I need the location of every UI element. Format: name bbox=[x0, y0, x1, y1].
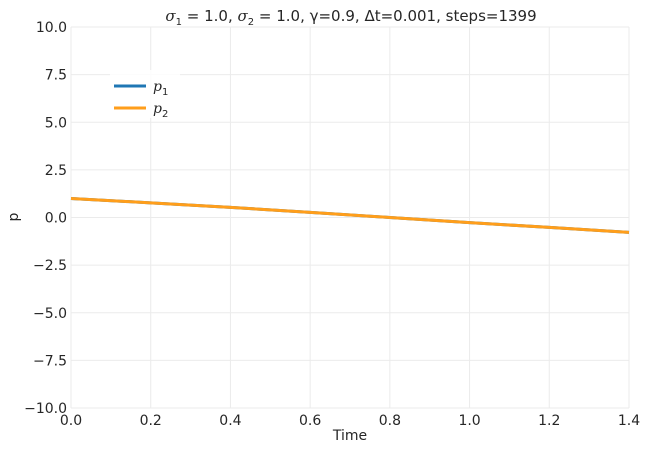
y-tick-label: −5.0 bbox=[33, 306, 67, 322]
legend: p1 p2 bbox=[110, 70, 180, 120]
y-tick-label: −10.0 bbox=[24, 401, 67, 417]
y-tick-label: 7.5 bbox=[45, 68, 67, 84]
y-tick-label: −7.5 bbox=[33, 353, 67, 369]
series-lines bbox=[70, 196, 630, 234]
x-tick-labels: 0.0 0.2 0.4 0.6 0.8 1.0 1.2 1.4 bbox=[60, 413, 640, 429]
x-tick-label: 0.0 bbox=[60, 413, 82, 429]
x-tick-label: 0.8 bbox=[379, 413, 401, 429]
grid bbox=[70, 26, 630, 409]
y-axis-label: p bbox=[6, 212, 22, 221]
y-tick-label: 0.0 bbox=[45, 211, 67, 227]
legend-box bbox=[110, 70, 180, 118]
y-tick-label: −2.5 bbox=[33, 258, 67, 274]
y-tick-label: 5.0 bbox=[45, 115, 67, 131]
x-axis-label: Time bbox=[332, 428, 367, 444]
x-tick-label: 0.4 bbox=[219, 413, 241, 429]
x-tick-label: 0.6 bbox=[299, 413, 321, 429]
chart-title: σ1 = 1.0, σ2 = 1.0, γ=0.9, Δt=0.001, ste… bbox=[165, 7, 536, 28]
x-tick-label: 1.2 bbox=[538, 413, 560, 429]
x-tick-label: 1.4 bbox=[618, 413, 640, 429]
y-tick-label: 2.5 bbox=[45, 163, 67, 179]
x-tick-label: 0.2 bbox=[140, 413, 162, 429]
x-tick-label: 1.0 bbox=[458, 413, 480, 429]
y-tick-labels: 10.0 7.5 5.0 2.5 0.0 −2.5 −5.0 −7.5 −10.0 bbox=[24, 20, 67, 417]
series-line-p2 bbox=[70, 196, 630, 234]
y-tick-label: 10.0 bbox=[36, 20, 67, 36]
